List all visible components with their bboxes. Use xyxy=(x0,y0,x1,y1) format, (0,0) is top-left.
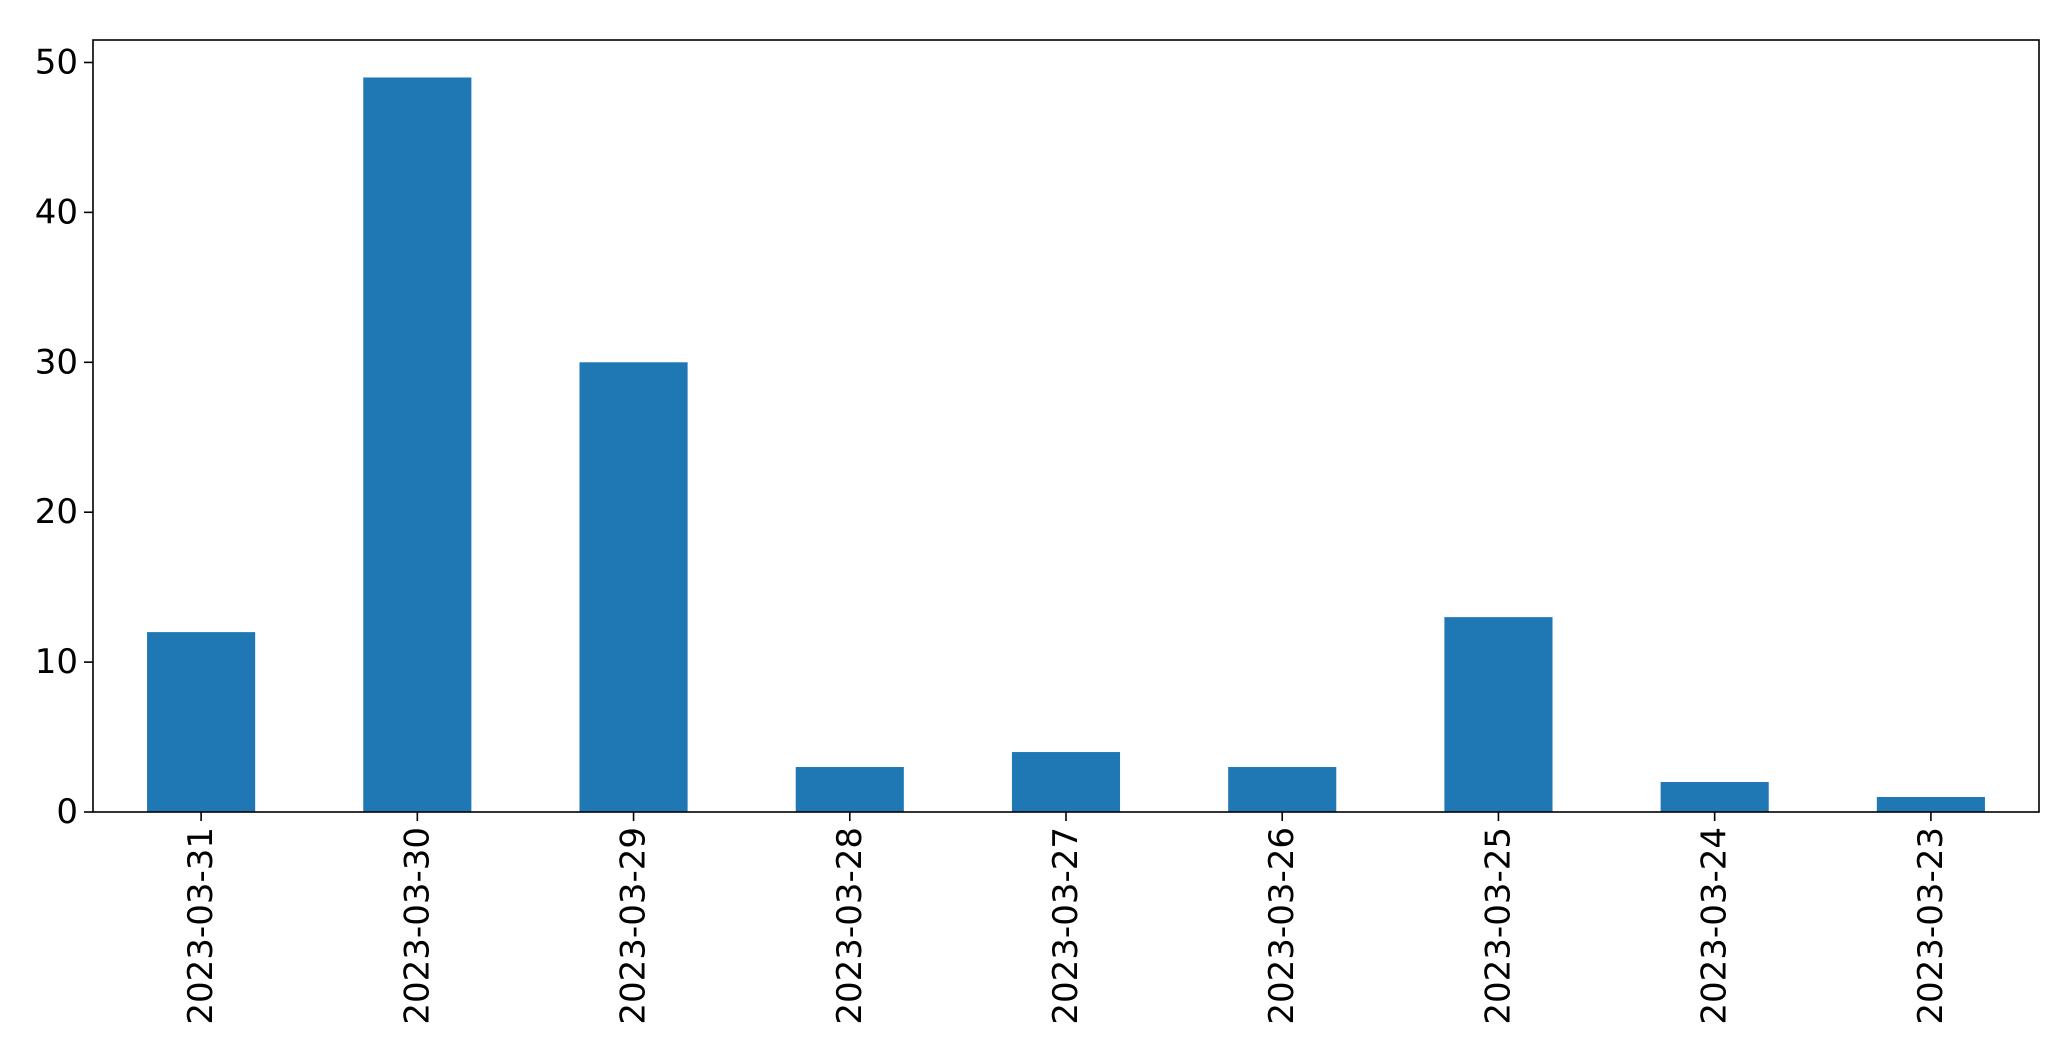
bar-2023-03-26 xyxy=(1228,767,1337,812)
x-axis: 2023-03-31 2023-03-30 2023-03-29 2023-03-28… xyxy=(181,812,1951,1025)
bars-layer xyxy=(147,77,1985,813)
y-tick-label: 50 xyxy=(35,42,78,82)
x-tick-label: 2023-03-31 xyxy=(181,827,221,1025)
bar-2023-03-30 xyxy=(363,77,472,813)
y-tick-label: 30 xyxy=(35,342,78,382)
y-tick-label: 0 xyxy=(56,792,78,832)
bar-2023-03-27 xyxy=(1011,752,1121,812)
bar-2023-03-23 xyxy=(1876,797,1985,812)
y-tick-label: 40 xyxy=(35,192,78,232)
x-tick-label: 2023-03-29 xyxy=(614,827,654,1025)
x-tick-label: 2023-03-27 xyxy=(1046,827,1086,1025)
y-tick-label: 20 xyxy=(35,492,78,532)
y-axis: 0 10 20 30 40 50 xyxy=(35,42,93,832)
x-tick-label: 2023-03-26 xyxy=(1262,827,1302,1025)
bar-2023-03-31 xyxy=(147,632,256,812)
x-tick-label: 2023-03-24 xyxy=(1695,827,1735,1025)
bar-2023-03-25 xyxy=(1444,617,1553,812)
y-tick-label: 10 xyxy=(35,642,78,682)
x-tick-label: 2023-03-25 xyxy=(1478,827,1518,1025)
x-tick-label: 2023-03-30 xyxy=(397,827,437,1025)
bar-2023-03-29 xyxy=(579,362,688,812)
x-tick-label: 2023-03-28 xyxy=(830,827,870,1025)
plot-frame xyxy=(92,39,2040,813)
bar-2023-03-24 xyxy=(1660,782,1769,812)
x-tick-label: 2023-03-23 xyxy=(1911,827,1951,1025)
bar-2023-03-28 xyxy=(795,767,904,812)
